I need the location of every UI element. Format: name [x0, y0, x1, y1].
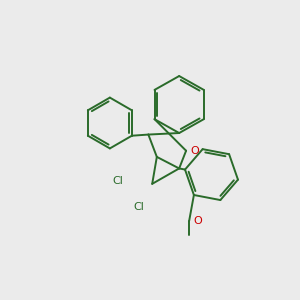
Text: Cl: Cl: [112, 176, 123, 186]
Text: Cl: Cl: [134, 202, 145, 212]
Text: O: O: [191, 146, 200, 156]
Text: O: O: [193, 216, 202, 226]
